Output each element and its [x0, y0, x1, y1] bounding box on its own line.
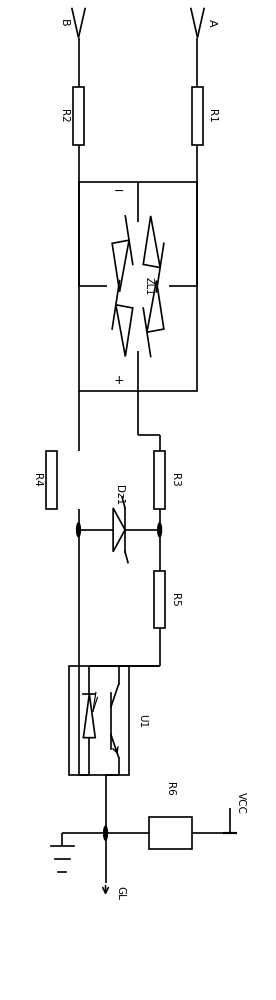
- Bar: [78, 182, 198, 391]
- Bar: [46, 451, 57, 509]
- Text: −: −: [114, 185, 124, 198]
- Bar: [73, 87, 84, 145]
- Bar: [69, 666, 129, 775]
- Bar: [149, 817, 192, 849]
- Bar: [192, 87, 203, 145]
- Bar: [154, 451, 165, 509]
- Text: R6: R6: [165, 782, 176, 795]
- Text: R1: R1: [207, 109, 217, 123]
- Text: A: A: [207, 19, 217, 26]
- Bar: [154, 571, 165, 628]
- Text: R5: R5: [169, 593, 179, 606]
- Circle shape: [158, 523, 161, 537]
- Text: R3: R3: [169, 473, 179, 487]
- Text: R2: R2: [59, 109, 69, 123]
- Text: +: +: [114, 374, 124, 387]
- Text: B: B: [59, 19, 69, 26]
- Text: R4: R4: [31, 473, 42, 487]
- Text: ZL1: ZL1: [144, 277, 154, 295]
- Text: GL: GL: [115, 886, 125, 900]
- Circle shape: [77, 523, 80, 537]
- Text: U1: U1: [137, 714, 147, 728]
- Circle shape: [104, 826, 107, 840]
- Text: VCC: VCC: [236, 792, 246, 814]
- Text: Dz1: Dz1: [114, 485, 124, 505]
